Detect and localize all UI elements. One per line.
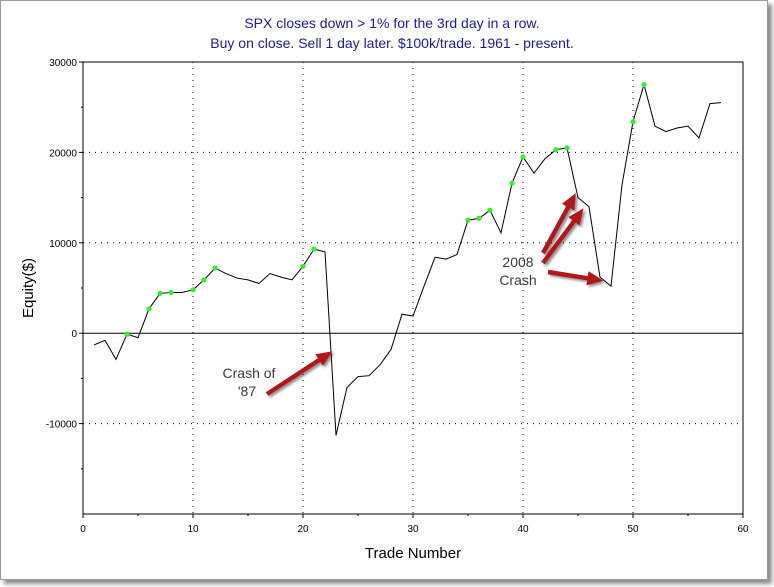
annotation-crash-87: Crash of '87 [223, 365, 276, 399]
chart-title-line-2: Buy on close. Sell 1 day later. $100k/tr… [210, 35, 573, 51]
x-tick-label: 50 [627, 524, 639, 535]
series-marker-point [553, 147, 559, 153]
series-marker-point [564, 145, 570, 151]
series-markers [124, 82, 647, 337]
annotation-crash-2008-line-2: Crash [499, 272, 536, 288]
y-tick-label: 30000 [49, 58, 77, 69]
chart-title-line-1: SPX closes down > 1% for the 3rd day in … [244, 15, 539, 31]
annotation-crash-2008-line-1: 2008 [502, 254, 533, 270]
series-marker-point [311, 246, 317, 252]
series-line-equity [93, 82, 722, 436]
x-tick-label: 40 [517, 524, 529, 535]
y-tick-label: 10000 [49, 239, 77, 250]
series-marker-point [124, 331, 130, 337]
series-marker-point [465, 217, 471, 223]
arrow-crash-2008-c [547, 269, 604, 286]
x-axis-ticks: 0 10 20 30 40 50 60 [80, 514, 749, 535]
series-marker-point [212, 265, 218, 271]
y-tick-label: 0 [71, 329, 77, 340]
grid-lines [83, 62, 743, 514]
series-marker-point [641, 82, 647, 88]
arrow-crash-2008-a [541, 193, 576, 255]
x-tick-label: 0 [80, 524, 86, 535]
annotation-crash-87-line-1: Crash of [223, 365, 276, 381]
arrow-crash-2008-b [541, 208, 584, 265]
series-marker-point [487, 207, 493, 213]
y-axis-ticks: 30000 20000 10000 0 -10000 [46, 58, 83, 470]
arrow-crash-87 [265, 351, 333, 396]
series-marker-point [520, 154, 526, 160]
series-marker-point [157, 290, 163, 297]
series-marker-point [300, 263, 306, 269]
annotation-crash-2008: 2008 Crash [499, 254, 536, 288]
series-marker-point [190, 287, 196, 293]
x-tick-label: 20 [297, 524, 309, 535]
x-axis-title: Trade Number [365, 545, 461, 562]
y-tick-label: -10000 [46, 420, 78, 431]
x-tick-label: 10 [187, 524, 199, 535]
series-marker-point [509, 180, 515, 186]
series-marker-point [168, 289, 174, 296]
y-tick-label: 20000 [49, 148, 77, 159]
series-marker-point [630, 119, 636, 125]
y-axis-title: Equity($) [20, 258, 37, 318]
x-tick-label: 60 [737, 524, 749, 535]
annotation-crash-87-line-2: '87 [238, 383, 256, 399]
x-tick-label: 30 [407, 524, 419, 535]
annotation-arrows [265, 193, 604, 396]
series-marker-point [476, 215, 482, 221]
series-marker-point [146, 306, 152, 312]
series-marker-point [201, 277, 207, 283]
